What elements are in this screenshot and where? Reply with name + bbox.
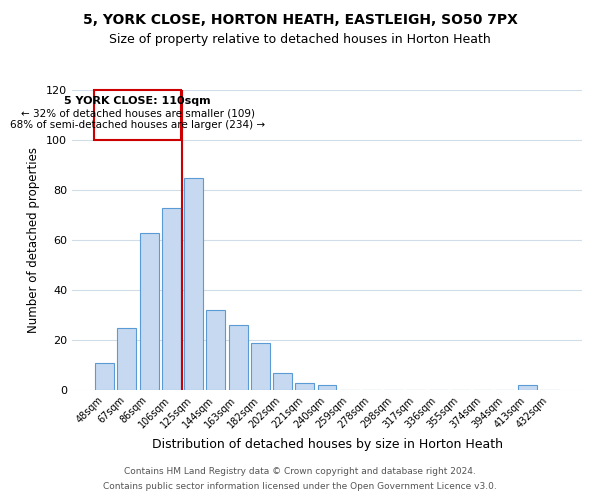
Text: ← 32% of detached houses are smaller (109): ← 32% of detached houses are smaller (10…: [20, 109, 254, 118]
Text: Contains HM Land Registry data © Crown copyright and database right 2024.: Contains HM Land Registry data © Crown c…: [124, 467, 476, 476]
Text: 68% of semi-detached houses are larger (234) →: 68% of semi-detached houses are larger (…: [10, 120, 265, 130]
Bar: [273, 372, 292, 390]
Bar: [118, 328, 136, 390]
FancyBboxPatch shape: [94, 90, 181, 140]
Bar: [162, 208, 181, 390]
Text: Contains public sector information licensed under the Open Government Licence v3: Contains public sector information licen…: [103, 482, 497, 491]
Text: 5, YORK CLOSE, HORTON HEATH, EASTLEIGH, SO50 7PX: 5, YORK CLOSE, HORTON HEATH, EASTLEIGH, …: [83, 12, 517, 26]
Bar: [295, 382, 314, 390]
Bar: [251, 342, 270, 390]
Bar: [140, 232, 158, 390]
Bar: [95, 362, 114, 390]
X-axis label: Distribution of detached houses by size in Horton Heath: Distribution of detached houses by size …: [151, 438, 503, 451]
Text: 5 YORK CLOSE: 110sqm: 5 YORK CLOSE: 110sqm: [64, 96, 211, 106]
Bar: [317, 385, 337, 390]
Y-axis label: Number of detached properties: Number of detached properties: [28, 147, 40, 333]
Bar: [206, 310, 225, 390]
Bar: [229, 325, 248, 390]
Text: Size of property relative to detached houses in Horton Heath: Size of property relative to detached ho…: [109, 32, 491, 46]
Bar: [518, 385, 536, 390]
Bar: [184, 178, 203, 390]
